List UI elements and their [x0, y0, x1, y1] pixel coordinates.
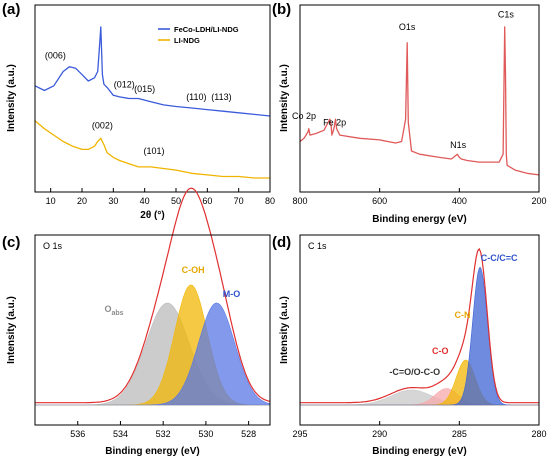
- plot-area-b: Co 2p Fe 2p O1s N1s C1s 800 600 400 200 Binding e…: [279, 4, 547, 225]
- peak-annotation: N1s: [450, 140, 467, 150]
- panel-label-b: (b): [272, 1, 291, 18]
- y-axis-title: Intensity (a.u.): [279, 296, 290, 364]
- plot-frame: [34, 234, 271, 426]
- peak-annotation: Co 2p: [292, 111, 316, 121]
- x-tick-label: 285: [452, 429, 467, 439]
- plot-frame: [34, 4, 271, 193]
- peak-annotation: (006): [45, 51, 66, 61]
- y-axis-title: Intensity (a.u.): [6, 296, 17, 364]
- x-tick-label: 400: [452, 196, 467, 206]
- fit-peak: [35, 302, 271, 406]
- x-tick-label: 530: [198, 429, 213, 439]
- fit-envelope: [35, 187, 271, 404]
- x-tick-label: 800: [292, 196, 307, 206]
- fit-peak: [300, 267, 539, 406]
- y-axis-title: Intensity (a.u.): [6, 64, 17, 132]
- peak-annotation: (015): [134, 84, 155, 94]
- x-tick-label: 528: [241, 429, 256, 439]
- plot-frame: [299, 234, 540, 426]
- plot-frame: [299, 4, 540, 193]
- panel-label-c: (c): [2, 234, 20, 251]
- series-line: [34, 26, 271, 117]
- plot-area-d: C 1s -C=O/O-C-O C-O C-N C-C/C=C 295 290 285 280 B…: [279, 234, 547, 457]
- x-tick-label: 40: [140, 196, 150, 206]
- peak-annotation: O1s: [399, 22, 416, 32]
- x-tick-label: 295: [292, 429, 307, 439]
- x-tick-label: 10: [46, 196, 56, 206]
- panel-d: (d) C 1s -C=O/O-C-O C-O C-N C-C/C=C 295 290 285…: [272, 234, 547, 457]
- peak-annotation: (002): [92, 121, 113, 131]
- x-tick-label: 50: [171, 196, 181, 206]
- panel-label-d: (d): [272, 234, 291, 251]
- x-tick-label: 532: [156, 429, 171, 439]
- region-title: C 1s: [308, 241, 327, 251]
- fit-envelope: [300, 247, 539, 404]
- legend-entry: FeCo-LDH/LI-NDG: [174, 25, 239, 34]
- x-tick-label: 70: [234, 196, 244, 206]
- x-axis-title: Binding energy (eV): [372, 214, 466, 225]
- x-axis-title: 2θ (°): [140, 210, 164, 221]
- series-line: [299, 26, 540, 176]
- x-tick-label: 290: [372, 429, 387, 439]
- x-axis-title: Binding energy (eV): [105, 446, 199, 457]
- peak-label: -C=O/O-C-O: [389, 367, 440, 377]
- plot-area-a: (006) (012) (015) (110) (113) (002) (101) FeCo-…: [6, 4, 275, 221]
- peak-label: C-C/C=C: [481, 253, 518, 263]
- panel-c: (c) O 1s Oabs C-OH M-O 536 534 532 530 528 Bindin…: [2, 187, 271, 457]
- panel-a: (a) (006) (012) (015) (110) (113) (002) (101) F…: [2, 1, 275, 221]
- panel-b: (b) Co 2p Fe 2p O1s N1s C1s 800 600 400 200 Bindi…: [272, 1, 547, 225]
- peak-label: C-O: [432, 346, 449, 356]
- legend-entry: LI-NDG: [174, 36, 200, 45]
- x-axis-title: Binding energy (eV): [372, 446, 466, 457]
- x-tick-label: 30: [108, 196, 118, 206]
- peak-label: M-O: [223, 289, 241, 299]
- x-tick-label: 20: [77, 196, 87, 206]
- x-tick-label: 280: [531, 429, 546, 439]
- x-tick-label: 80: [265, 196, 275, 206]
- peak-annotation: C1s: [498, 9, 515, 19]
- x-tick-label: 60: [202, 196, 212, 206]
- y-axis-title: Intensity (a.u.): [279, 64, 290, 132]
- peak-annotation: (110): [186, 92, 206, 102]
- plot-area-c: O 1s Oabs C-OH M-O 536 534 532 530 528 Binding en…: [6, 187, 271, 457]
- x-tick-label: 600: [372, 196, 387, 206]
- peak-label: C-OH: [182, 265, 205, 275]
- x-tick-label: 534: [113, 429, 128, 439]
- x-tick-label: 200: [531, 196, 546, 206]
- x-tick-label: 536: [70, 429, 85, 439]
- peak-annotation: (012): [114, 79, 135, 89]
- peak-annotation: (113): [211, 92, 231, 102]
- series-line: [34, 120, 270, 179]
- peak-annotation: Fe 2p: [323, 118, 346, 128]
- peak-label: C-N: [455, 310, 471, 320]
- region-title: O 1s: [43, 241, 63, 251]
- peak-annotation: (101): [144, 146, 165, 156]
- panel-label-a: (a): [2, 1, 20, 18]
- peak-label: Oabs: [105, 304, 124, 317]
